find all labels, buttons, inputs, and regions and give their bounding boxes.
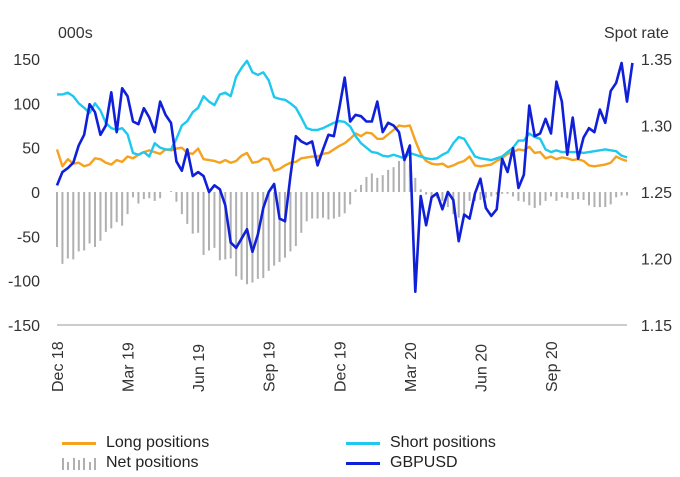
right-axis-ticks: 1.35 1.30 1.25 1.20 1.15 (641, 52, 672, 335)
legend-item-long: Long positions (62, 434, 209, 452)
legend-swatch-gbpusd (346, 461, 380, 465)
left-axis-ticks: 150 100 50 0 -50 -100 -150 (8, 52, 40, 335)
right-tick-label: 1.30 (641, 119, 672, 136)
net-positions-bars (56, 160, 628, 285)
legend-item-net: Net positions (62, 454, 199, 472)
left-tick-label: 100 (13, 96, 40, 113)
x-tick-label: Mar 20 (403, 342, 420, 392)
legend-swatch-long (62, 441, 96, 445)
right-tick-label: 1.25 (641, 185, 672, 202)
legend-item-short: Short positions (346, 434, 496, 452)
x-tick-label: Sep 20 (544, 341, 561, 392)
x-tick-label: Jun 19 (191, 344, 208, 392)
legend-label-long: Long positions (106, 434, 210, 451)
left-tick-label: 50 (22, 141, 40, 158)
gbpusd-line (55, 61, 634, 294)
right-tick-label: 1.15 (641, 318, 672, 335)
legend-label-gbpusd: GBPUSD (390, 454, 458, 471)
legend-swatch-short (346, 441, 380, 445)
short-line (57, 59, 628, 162)
legend-item-gbpusd: GBPUSD (346, 454, 458, 472)
x-tick-label: Sep 19 (262, 341, 279, 392)
x-tick-label: Mar 19 (121, 342, 138, 392)
right-tick-label: 1.35 (641, 52, 672, 69)
x-axis-ticks: Dec 18 Mar 19 Jun 19 Sep 19 Dec 19 Mar 20 Jun … (50, 341, 561, 392)
left-tick-label: -50 (17, 229, 40, 246)
left-tick-label: 150 (13, 52, 40, 69)
legend-swatch-net (62, 456, 96, 470)
left-tick-label: -150 (8, 318, 40, 335)
right-axis-label: Spot rate (604, 25, 669, 42)
left-tick-label: -100 (8, 274, 40, 291)
x-tick-label: Dec 18 (50, 341, 67, 392)
right-tick-label: 1.20 (641, 252, 672, 269)
legend-label-short: Short positions (390, 434, 496, 451)
left-tick-label: 0 (31, 185, 40, 202)
x-tick-label: Dec 19 (332, 341, 349, 392)
left-axis-label: 000s (58, 25, 93, 42)
legend-label-net: Net positions (106, 454, 199, 471)
series-lines (55, 59, 634, 294)
x-tick-label: Jun 20 (473, 344, 490, 392)
